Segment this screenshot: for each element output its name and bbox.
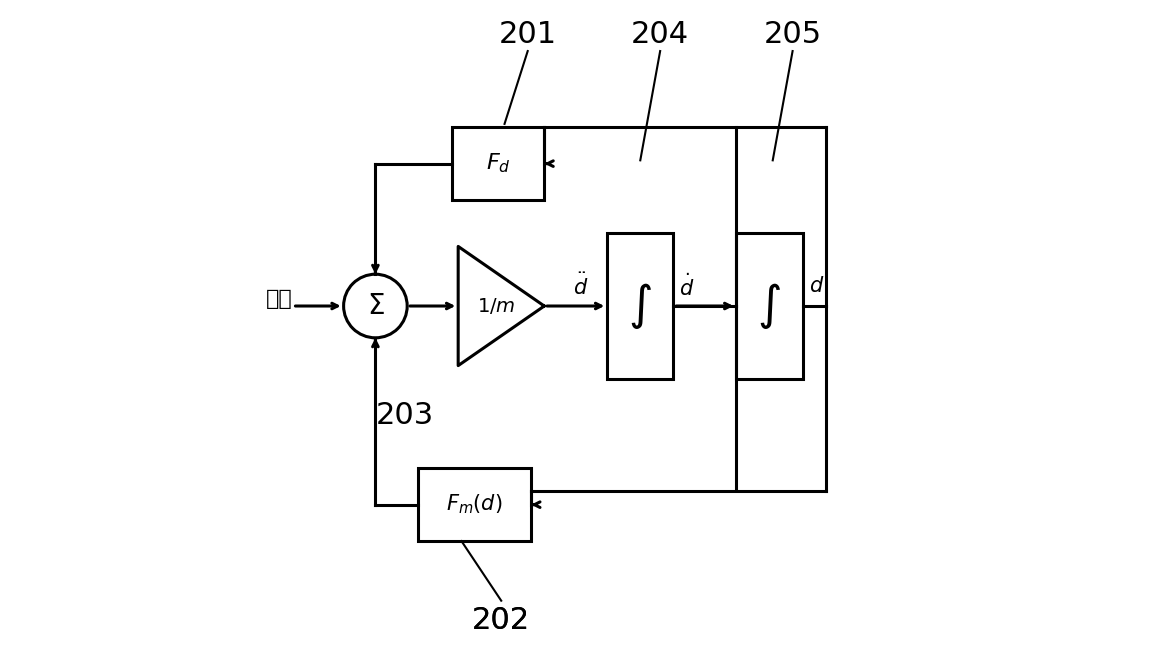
- FancyBboxPatch shape: [607, 233, 674, 379]
- Text: $\Sigma$: $\Sigma$: [367, 292, 384, 320]
- Text: $F_d$: $F_d$: [486, 152, 510, 176]
- FancyBboxPatch shape: [452, 127, 544, 200]
- Text: 203: 203: [376, 401, 434, 430]
- Text: 201: 201: [499, 20, 557, 49]
- Text: $\int$: $\int$: [758, 281, 781, 331]
- Circle shape: [343, 274, 408, 338]
- Text: $\ddot{d}$: $\ddot{d}$: [573, 273, 589, 299]
- Text: $\dot{d}$: $\dot{d}$: [679, 273, 694, 299]
- Text: 外力: 外力: [266, 289, 293, 309]
- Text: 205: 205: [764, 20, 821, 49]
- FancyBboxPatch shape: [736, 233, 802, 379]
- Text: $d$: $d$: [809, 276, 825, 296]
- Text: 204: 204: [631, 20, 689, 49]
- FancyBboxPatch shape: [418, 468, 531, 541]
- Text: 202: 202: [472, 606, 530, 635]
- Text: $F_m(d)$: $F_m(d)$: [446, 493, 503, 517]
- Text: $1/m$: $1/m$: [478, 296, 516, 316]
- Text: $\int$: $\int$: [628, 281, 652, 331]
- Text: 202: 202: [472, 606, 530, 635]
